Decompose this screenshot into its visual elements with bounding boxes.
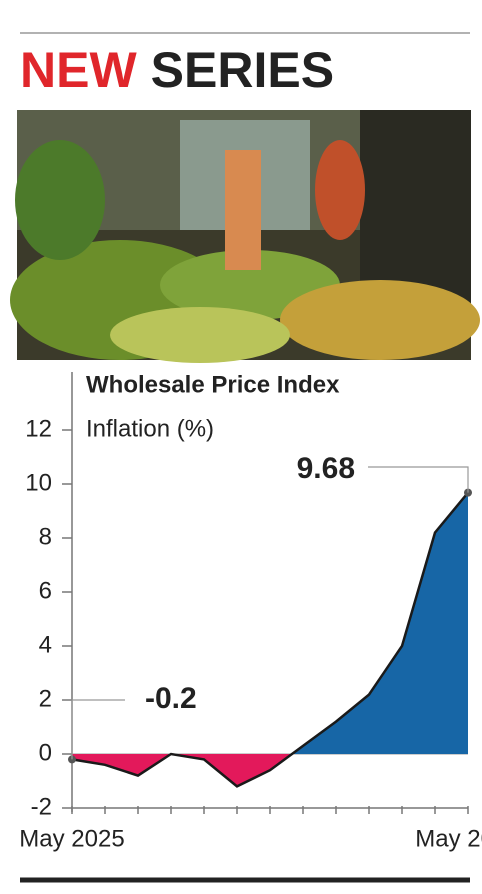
leader-line [368, 466, 469, 493]
value-label: -0.2 [145, 682, 197, 715]
y-tick-label: 12 [25, 415, 52, 442]
value-label: 9.68 [297, 452, 355, 485]
chart-title: Wholesale Price Index [86, 371, 340, 398]
y-tick-label: 2 [39, 685, 52, 712]
heading-title: SERIES [151, 42, 334, 98]
photo [10, 110, 480, 363]
area-positive [72, 492, 468, 754]
y-tick-label: 8 [39, 523, 52, 550]
y-tick-label: 10 [25, 469, 52, 496]
line [71, 491, 469, 788]
y-tick-label: 0 [39, 739, 52, 766]
y-tick-label: -2 [31, 793, 52, 820]
x-tick-label: May 2026 [415, 825, 482, 852]
heading-accent: NEW [20, 42, 137, 98]
y-tick-label: 6 [39, 577, 52, 604]
y-tick-label: 4 [39, 631, 52, 658]
leader-line [71, 699, 125, 760]
x-tick-label: May 2025 [19, 825, 124, 852]
heading: NEW SERIES [20, 42, 334, 98]
chart-subtitle: Inflation (%) [86, 415, 214, 442]
